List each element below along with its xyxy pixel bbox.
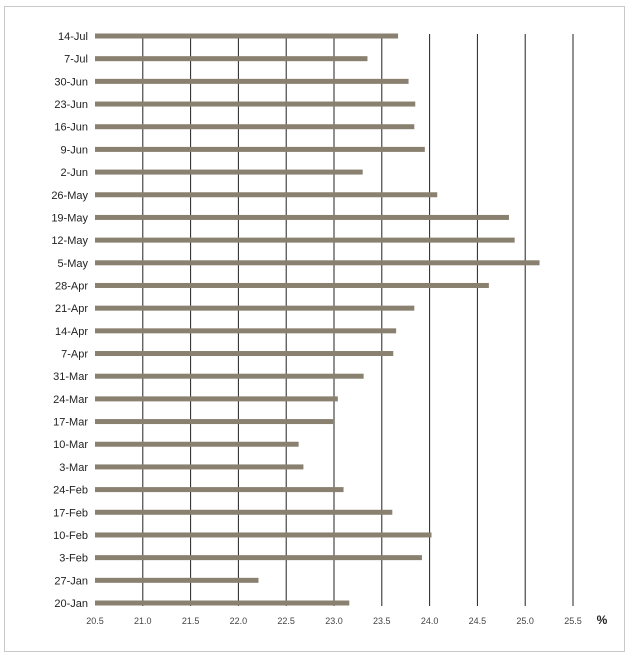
category-label: 3-Mar — [59, 462, 88, 474]
x-tick-label: 24.5 — [469, 616, 487, 626]
bar-14-Jul — [95, 33, 399, 39]
x-tick-label: 22.0 — [230, 616, 248, 626]
bar-3-Mar — [95, 464, 304, 470]
x-tick-label: 20.5 — [86, 616, 104, 626]
category-label: 27-Jan — [54, 575, 88, 587]
bar-20-Jan — [95, 600, 350, 606]
bar-17-Mar — [95, 419, 334, 425]
bar-7-Jul — [95, 56, 368, 62]
category-label: 21-Apr — [55, 303, 88, 315]
x-tick-label: 24.0 — [421, 616, 439, 626]
category-label: 23-Jun — [54, 99, 88, 111]
bar-30-Jun — [95, 78, 409, 84]
bar-16-Jun — [95, 124, 415, 130]
bar-3-Feb — [95, 555, 422, 561]
category-label: 9-Jun — [60, 144, 88, 156]
bar-24-Feb — [95, 487, 344, 493]
category-label: 3-Feb — [59, 553, 88, 565]
bar-27-Jan — [95, 577, 259, 583]
bar-5-May — [95, 260, 540, 266]
chart-frame — [4, 6, 625, 652]
category-label: 2-Jun — [60, 167, 88, 179]
category-label: 24-Feb — [53, 485, 88, 497]
x-tick-label: 23.5 — [373, 616, 391, 626]
category-label: 12-May — [51, 235, 88, 247]
category-label: 31-Mar — [53, 371, 88, 383]
bar-7-Apr — [95, 351, 394, 357]
bar-26-May — [95, 192, 438, 198]
bar-10-Feb — [95, 532, 432, 538]
category-label: 7-Apr — [61, 349, 88, 361]
bar-21-Apr — [95, 305, 415, 311]
bar-19-May — [95, 214, 509, 220]
category-label: 7-Jul — [64, 54, 88, 66]
bar-17-Feb — [95, 509, 393, 515]
category-label: 19-May — [51, 212, 88, 224]
x-tick-label: 21.5 — [182, 616, 200, 626]
x-tick-label: 25.0 — [516, 616, 534, 626]
x-tick-label: 21.0 — [134, 616, 152, 626]
category-label: 17-Mar — [53, 417, 88, 429]
bar-24-Mar — [95, 396, 338, 402]
category-label: 10-Mar — [53, 439, 88, 451]
x-tick-label: 22.5 — [277, 616, 295, 626]
bar-9-Jun — [95, 146, 425, 152]
x-tick-label: 23.0 — [325, 616, 343, 626]
category-label: 26-May — [51, 190, 88, 202]
category-label: 24-Mar — [53, 394, 88, 406]
category-label: 16-Jun — [54, 122, 88, 134]
x-tick-labels: 20.5 21.0 21.5 22.0 22.5 23.0 23.5 24.0 24.5 25.0… — [86, 616, 582, 626]
x-tick-label: 25.5 — [564, 616, 582, 626]
bar-23-Jun — [95, 101, 416, 107]
category-label: 17-Feb — [53, 507, 88, 519]
bar-10-Mar — [95, 441, 299, 447]
category-label: 14-Apr — [55, 326, 88, 338]
category-labels: 14-Jul 7-Jul 30-Jun 23-Jun 16-Jun 9-Jun 2-Jun 2… — [51, 31, 88, 610]
category-label: 20-Jan — [54, 598, 88, 610]
category-label: 30-Jun — [54, 76, 88, 88]
category-label: 5-May — [57, 258, 88, 270]
bar-series — [95, 33, 540, 606]
bar-31-Mar — [95, 373, 364, 379]
category-label: 28-Apr — [55, 280, 88, 292]
x-axis-unit-label: % — [597, 613, 608, 627]
bar-12-May — [95, 237, 515, 243]
bar-2-Jun — [95, 169, 363, 175]
category-label: 10-Feb — [53, 530, 88, 542]
bar-14-Apr — [95, 328, 397, 334]
gridlines — [142, 34, 574, 606]
category-label: 14-Jul — [58, 31, 88, 43]
bar-28-Apr — [95, 282, 489, 288]
